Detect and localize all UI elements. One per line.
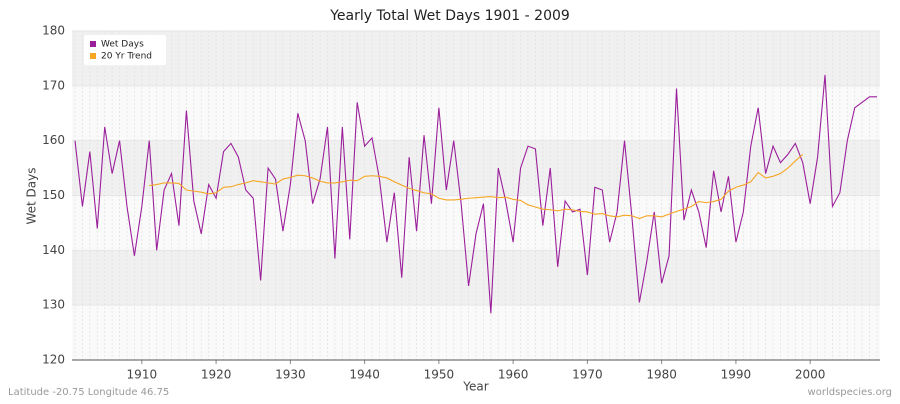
- y-tick-label: 170: [42, 78, 65, 92]
- legend-label: 20 Yr Trend: [101, 52, 152, 62]
- legend: Wet Days 20 Yr Trend: [84, 35, 166, 65]
- footer-note: Latitude -20.75 Longitude 46.75: [8, 387, 169, 398]
- y-axis-label: Wet Days: [25, 167, 39, 224]
- x-axis-label: Year: [462, 380, 488, 394]
- y-tick-label: 150: [42, 188, 65, 202]
- x-tick-label: 1950: [424, 368, 455, 382]
- footer-source: worldspecies.org: [808, 387, 892, 398]
- x-tick-label: 1910: [127, 368, 158, 382]
- x-tick-label: 1920: [201, 368, 232, 382]
- x-tick-label: 1940: [349, 368, 380, 382]
- x-tick-label: 2000: [795, 368, 826, 382]
- x-tick-label: 1930: [275, 368, 306, 382]
- y-tick-label: 180: [42, 24, 65, 38]
- legend-label: Wet Days: [101, 40, 144, 50]
- y-tick-label: 130: [42, 298, 65, 312]
- legend-swatch: [90, 53, 96, 59]
- legend-box: [84, 35, 166, 65]
- x-tick-label: 1980: [646, 368, 677, 382]
- x-tick-label: 1990: [721, 368, 752, 382]
- y-tick-label: 140: [42, 243, 65, 257]
- x-tick-label: 1970: [572, 368, 603, 382]
- x-tick-label: 1960: [498, 368, 529, 382]
- legend-swatch: [90, 41, 96, 47]
- chart-title: Yearly Total Wet Days 1901 - 2009: [329, 8, 570, 24]
- series-line: [74, 74, 877, 314]
- y-tick-label: 120: [42, 353, 65, 367]
- series-line: [149, 153, 804, 220]
- y-tick-label: 160: [42, 133, 65, 147]
